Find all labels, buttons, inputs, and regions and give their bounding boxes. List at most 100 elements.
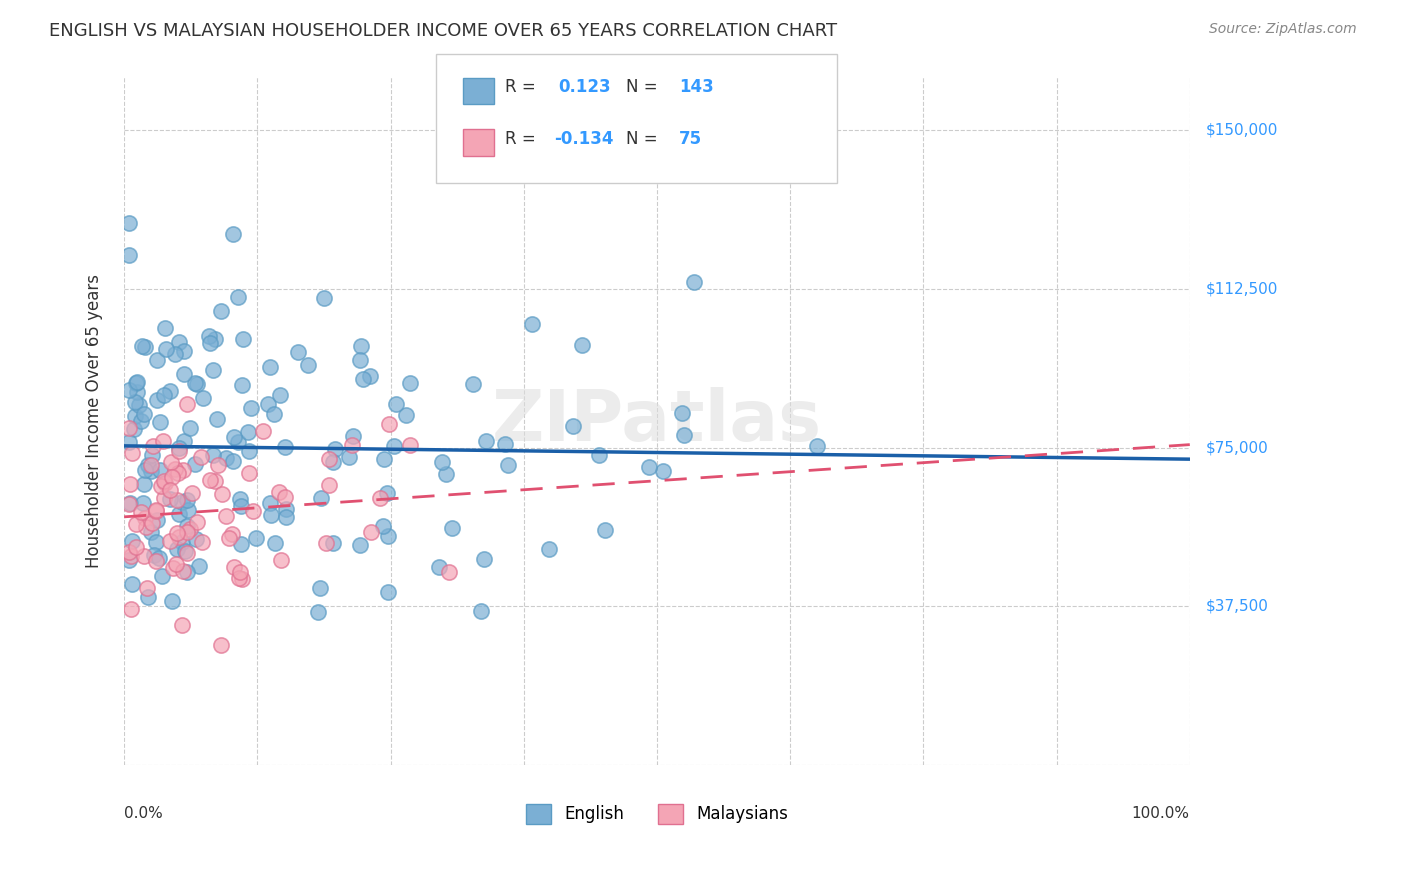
Text: $75,000: $75,000 — [1206, 441, 1268, 455]
Point — [160, 455, 183, 469]
Point — [167, 444, 190, 458]
Point — [439, 565, 461, 579]
Point — [125, 376, 148, 391]
Point — [395, 408, 418, 422]
Point — [176, 519, 198, 533]
Point — [228, 290, 250, 304]
Point — [377, 485, 399, 500]
Point — [118, 384, 141, 398]
Point — [322, 536, 344, 550]
Point — [153, 475, 176, 490]
Point — [260, 508, 283, 523]
Point — [259, 360, 281, 375]
Point — [204, 474, 226, 488]
Point — [274, 490, 297, 504]
Point — [146, 353, 169, 368]
Point — [170, 618, 193, 632]
Point — [120, 549, 142, 563]
Point — [134, 463, 156, 477]
Point — [163, 347, 186, 361]
Point — [273, 440, 295, 454]
Point — [124, 409, 146, 423]
Point — [360, 525, 382, 540]
Y-axis label: Householder Income Over 65 years: Householder Income Over 65 years — [86, 275, 103, 568]
Point — [179, 523, 201, 537]
Point — [148, 415, 170, 429]
Point — [441, 521, 464, 535]
Text: 143: 143 — [679, 78, 714, 96]
Point — [134, 408, 156, 422]
Point — [472, 552, 495, 566]
Point — [172, 463, 194, 477]
Point — [434, 467, 457, 482]
Text: $37,500: $37,500 — [1206, 599, 1268, 614]
Point — [120, 602, 142, 616]
Point — [226, 434, 249, 449]
Point — [204, 332, 226, 346]
Point — [218, 532, 240, 546]
Point — [118, 497, 141, 511]
Point — [209, 638, 232, 652]
Point — [179, 421, 201, 435]
Point — [132, 495, 155, 509]
Point — [252, 424, 274, 438]
Point — [135, 520, 157, 534]
Point — [150, 479, 173, 493]
Point — [165, 462, 187, 476]
Point — [159, 483, 181, 497]
Point — [359, 369, 381, 384]
Point — [264, 536, 287, 550]
Point — [125, 385, 148, 400]
Point — [215, 450, 238, 465]
Point — [174, 543, 197, 558]
Point — [167, 466, 190, 480]
Point — [129, 414, 152, 428]
Point — [172, 495, 194, 509]
Point — [150, 568, 173, 582]
Point — [136, 581, 159, 595]
Point — [215, 508, 238, 523]
Text: -0.134: -0.134 — [554, 130, 613, 148]
Point — [342, 429, 364, 443]
Point — [315, 536, 337, 550]
Point — [228, 491, 250, 506]
Point — [177, 503, 200, 517]
Point — [274, 510, 297, 524]
Point — [121, 446, 143, 460]
Point — [342, 437, 364, 451]
Point — [162, 561, 184, 575]
Point — [186, 532, 208, 546]
Point — [155, 321, 177, 335]
Point — [494, 437, 516, 451]
Point — [186, 376, 208, 391]
Point — [118, 248, 141, 262]
Point — [352, 372, 374, 386]
Point — [191, 391, 214, 405]
Point — [229, 499, 252, 513]
Point — [239, 401, 262, 415]
Point — [165, 558, 187, 572]
Point — [176, 524, 198, 539]
Point — [145, 393, 167, 408]
Point — [430, 455, 453, 469]
Point — [228, 571, 250, 585]
Point — [671, 406, 693, 420]
Point — [200, 335, 222, 350]
Point — [122, 422, 145, 436]
Point — [132, 477, 155, 491]
Point — [128, 398, 150, 412]
Point — [202, 363, 225, 377]
Point — [588, 448, 610, 462]
Point — [323, 442, 346, 457]
Point — [176, 546, 198, 560]
Point — [256, 397, 278, 411]
Point — [231, 537, 253, 551]
Point — [129, 505, 152, 519]
Point — [287, 345, 309, 359]
Point — [231, 378, 253, 392]
Point — [238, 444, 260, 458]
Point — [222, 454, 245, 468]
Point — [176, 493, 198, 508]
Point — [167, 335, 190, 350]
Point — [312, 292, 335, 306]
